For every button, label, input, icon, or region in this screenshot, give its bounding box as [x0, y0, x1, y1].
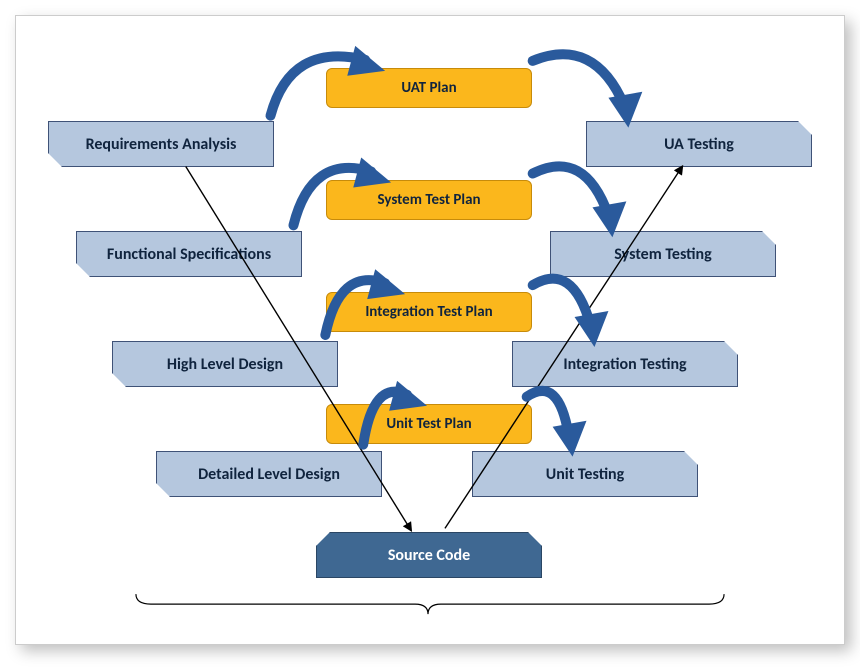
node-unit-testing: Unit Testing — [472, 451, 698, 497]
node-detailed-level-design: Detailed Level Design — [156, 451, 382, 497]
node-label: Integration Test Plan — [365, 303, 492, 321]
node-system-test-plan: System Test Plan — [326, 180, 532, 220]
node-label: System Test Plan — [377, 191, 480, 209]
node-uat-plan: UAT Plan — [326, 68, 532, 108]
node-label: Functional Specifications — [107, 245, 271, 264]
node-label: Detailed Level Design — [198, 465, 340, 484]
node-label: UA Testing — [664, 135, 734, 154]
node-label: Source Code — [388, 546, 470, 565]
node-requirements-analysis: Requirements Analysis — [48, 121, 274, 167]
node-integration-test-plan: Integration Test Plan — [326, 292, 532, 332]
node-functional-specifications: Functional Specifications — [76, 231, 302, 277]
node-ua-testing: UA Testing — [586, 121, 812, 167]
node-label: UAT Plan — [401, 79, 456, 97]
node-label: Requirements Analysis — [86, 135, 237, 154]
node-label: High Level Design — [167, 355, 283, 374]
vmodel-diagram: Requirements Analysis Functional Specifi… — [15, 15, 845, 645]
edge-curve-l0-right — [533, 54, 643, 127]
edge-curve-l1-right — [533, 166, 627, 237]
node-label: Unit Test Plan — [386, 415, 471, 433]
node-source-code: Source Code — [316, 532, 542, 578]
edge-curve-l2-right — [533, 279, 609, 347]
node-system-testing: System Testing — [550, 231, 776, 277]
node-label: Integration Testing — [563, 355, 686, 374]
node-label: Unit Testing — [546, 465, 624, 484]
node-unit-test-plan: Unit Test Plan — [326, 404, 532, 444]
node-integration-testing: Integration Testing — [512, 341, 738, 387]
node-label: System Testing — [614, 245, 711, 264]
edge-curve-l3-right — [527, 391, 587, 457]
bottom-brace — [136, 594, 724, 614]
node-high-level-design: High Level Design — [112, 341, 338, 387]
